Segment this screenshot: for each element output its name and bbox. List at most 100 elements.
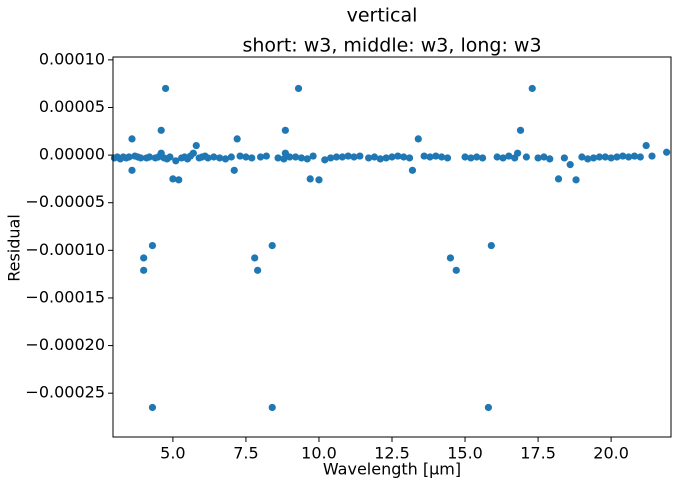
point bbox=[189, 149, 197, 157]
point bbox=[595, 153, 604, 161]
point bbox=[546, 155, 554, 163]
point bbox=[216, 154, 224, 162]
chart-title: vertical bbox=[347, 5, 418, 27]
x-tick-label: 12.5 bbox=[374, 444, 410, 463]
y-tick-label: −0.00025 bbox=[25, 383, 105, 402]
point bbox=[344, 152, 352, 160]
point bbox=[522, 153, 530, 161]
point bbox=[148, 403, 157, 412]
point bbox=[560, 154, 568, 162]
point bbox=[128, 135, 136, 143]
point bbox=[204, 154, 212, 162]
point bbox=[161, 84, 170, 93]
point bbox=[452, 266, 460, 274]
point bbox=[286, 153, 294, 161]
point bbox=[356, 152, 364, 160]
point bbox=[148, 241, 157, 250]
point bbox=[321, 156, 329, 164]
point bbox=[227, 153, 235, 161]
x-tick-label: 15.0 bbox=[447, 444, 483, 463]
point bbox=[221, 155, 230, 163]
point bbox=[294, 84, 303, 93]
point bbox=[248, 154, 256, 162]
point bbox=[291, 153, 300, 161]
point bbox=[473, 153, 481, 161]
point bbox=[145, 153, 154, 161]
point bbox=[370, 153, 379, 161]
point bbox=[619, 152, 627, 160]
point bbox=[408, 166, 417, 174]
point bbox=[268, 241, 276, 250]
point bbox=[625, 153, 633, 161]
x-tick-label: 17.5 bbox=[520, 444, 556, 463]
point bbox=[438, 153, 446, 161]
point bbox=[154, 153, 162, 161]
point bbox=[511, 154, 519, 162]
plot-frame bbox=[112, 56, 672, 438]
y-tick-label: −0.00010 bbox=[25, 240, 105, 259]
x-tick-label: 7.5 bbox=[233, 444, 258, 463]
point bbox=[230, 166, 238, 174]
point bbox=[663, 148, 671, 156]
point bbox=[140, 266, 148, 274]
x-axis-label: Wavelength [μm] bbox=[323, 460, 461, 479]
point bbox=[365, 154, 373, 162]
point bbox=[528, 84, 536, 93]
point bbox=[414, 135, 422, 143]
point bbox=[256, 153, 265, 161]
point bbox=[420, 152, 428, 160]
x-tick-label: 5.0 bbox=[160, 444, 185, 463]
point bbox=[426, 153, 434, 161]
point bbox=[554, 175, 563, 183]
point bbox=[601, 153, 609, 161]
point bbox=[128, 166, 136, 174]
point bbox=[280, 155, 288, 163]
x-tick-label: 10.0 bbox=[301, 444, 337, 463]
y-tick-label: 0.00000 bbox=[39, 145, 105, 164]
y-tick-label: −0.00005 bbox=[25, 192, 105, 211]
point bbox=[350, 153, 358, 161]
point bbox=[578, 153, 586, 161]
y-tick-label: −0.00020 bbox=[25, 335, 105, 354]
point bbox=[589, 154, 598, 162]
point bbox=[140, 254, 148, 262]
point bbox=[169, 175, 177, 183]
point bbox=[297, 154, 306, 162]
point bbox=[405, 154, 414, 162]
chart-subtitle: short: w3, middle: w3, long: w3 bbox=[242, 35, 541, 57]
point bbox=[268, 403, 276, 412]
point bbox=[376, 155, 384, 163]
point bbox=[630, 152, 639, 160]
point bbox=[274, 154, 282, 162]
point bbox=[584, 155, 592, 163]
point bbox=[394, 152, 402, 160]
y-tick-label: −0.00015 bbox=[25, 287, 105, 306]
point bbox=[192, 141, 200, 150]
point bbox=[499, 154, 507, 162]
point bbox=[338, 153, 346, 161]
point bbox=[210, 153, 218, 161]
point bbox=[467, 154, 475, 162]
point bbox=[137, 154, 145, 162]
point bbox=[236, 152, 244, 160]
point bbox=[540, 153, 548, 161]
point bbox=[303, 155, 311, 163]
point bbox=[607, 154, 615, 162]
point bbox=[175, 176, 183, 184]
point bbox=[251, 254, 259, 262]
point bbox=[648, 152, 656, 160]
point bbox=[484, 403, 493, 412]
point bbox=[327, 154, 335, 162]
point bbox=[432, 152, 440, 160]
point bbox=[309, 152, 317, 160]
point bbox=[516, 126, 525, 134]
point bbox=[493, 153, 501, 161]
point bbox=[487, 241, 495, 250]
point bbox=[642, 141, 650, 150]
point bbox=[613, 153, 621, 161]
point bbox=[262, 152, 270, 160]
point bbox=[461, 153, 469, 161]
point bbox=[281, 126, 289, 134]
point bbox=[388, 153, 396, 161]
